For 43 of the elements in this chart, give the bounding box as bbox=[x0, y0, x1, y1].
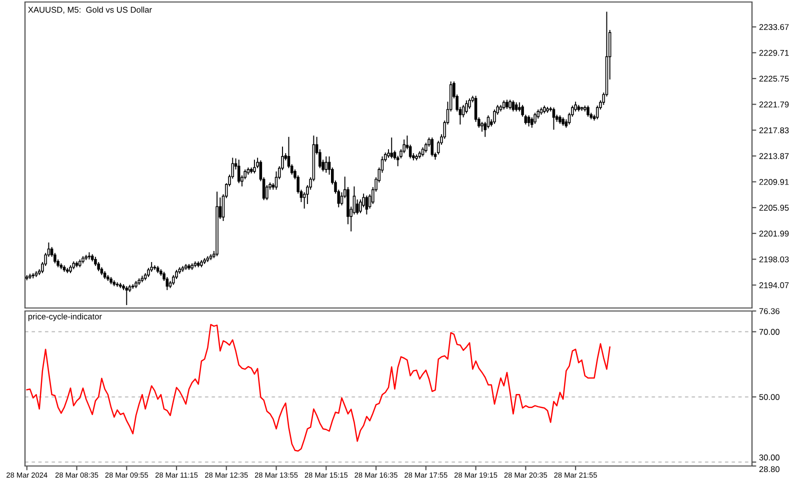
y-tick-label: 2221.79 bbox=[759, 102, 789, 108]
y-tick-label: 28.80 bbox=[759, 466, 780, 472]
candlestick bbox=[430, 137, 434, 157]
candlestick bbox=[365, 195, 368, 215]
chart-title: XAUUSD, M5: Gold vs US Dollar bbox=[28, 6, 152, 14]
y-tick-label: 2229.71 bbox=[759, 50, 789, 56]
y-tick-label: 30.00 bbox=[759, 454, 780, 460]
candlestick bbox=[586, 105, 590, 118]
candlestick bbox=[493, 109, 496, 124]
candlestick bbox=[253, 159, 256, 174]
candlestick bbox=[552, 107, 556, 130]
line-series bbox=[26, 324, 610, 452]
y-tick-label: 50.00 bbox=[759, 394, 780, 400]
y-tick-label: 2233.67 bbox=[759, 24, 789, 30]
y-tick-label: 2198.03 bbox=[759, 256, 789, 262]
candlestick bbox=[506, 99, 508, 110]
y-tick-label: 2225.75 bbox=[759, 76, 789, 82]
y-tick-label: 2213.87 bbox=[759, 153, 789, 160]
candlestick bbox=[390, 137, 394, 159]
y-tick-label: 76.36 bbox=[759, 308, 780, 314]
candlestick bbox=[468, 98, 471, 110]
candlestick bbox=[421, 146, 424, 157]
y-tick-label: 2205.95 bbox=[759, 204, 789, 211]
candlestick bbox=[465, 100, 468, 114]
y-tick-label: 2201.99 bbox=[759, 230, 789, 237]
candlestick bbox=[324, 156, 328, 174]
y-tick-label: 2217.83 bbox=[759, 127, 789, 134]
candlestick bbox=[514, 102, 518, 112]
candlestick bbox=[512, 100, 515, 112]
candlestick bbox=[527, 114, 530, 127]
y-tick-label: 2194.07 bbox=[759, 282, 789, 288]
candlestick bbox=[125, 286, 128, 306]
candlestick bbox=[508, 99, 512, 110]
candlestick bbox=[534, 112, 536, 124]
candlestick bbox=[480, 121, 484, 132]
chart-title: price-cycle-indicator bbox=[28, 313, 102, 322]
candlestick bbox=[530, 116, 534, 128]
candlestick bbox=[237, 159, 240, 184]
y-tick-label: 70.00 bbox=[759, 328, 780, 335]
candlestick bbox=[356, 198, 359, 215]
candlestick bbox=[502, 100, 506, 110]
candlestick bbox=[518, 102, 521, 112]
y-tick-label: 2209.91 bbox=[759, 178, 789, 185]
